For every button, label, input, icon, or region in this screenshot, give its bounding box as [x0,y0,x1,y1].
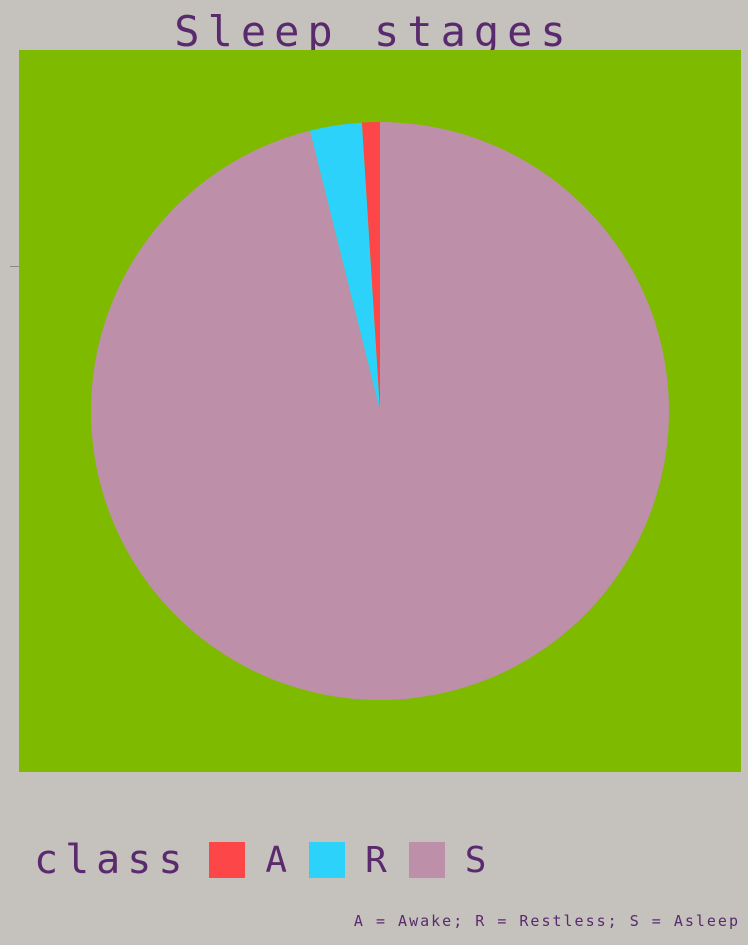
axis-tick [10,266,19,267]
legend-title: class [34,837,190,883]
legend-swatch-a [209,842,246,878]
caption: A = Awake; R = Restless; S = Asleep [353,912,740,930]
legend-label-r: R [365,839,387,881]
legend: class A R S [34,836,508,884]
legend-item-a: A [209,840,287,881]
legend-label-s: S [464,839,487,881]
pie-slice-r [309,122,380,411]
pie-chart [19,50,741,772]
chart-title: Sleep stages [174,7,574,56]
legend-label-a: A [265,839,288,881]
legend-item-s: S [408,839,487,881]
pie-slices [91,122,669,701]
pie-slice-s [91,122,669,701]
legend-swatch-s [408,842,445,878]
legend-item-r: R [309,840,387,881]
pie-slice-a [361,122,380,411]
legend-swatch-r [309,842,346,878]
